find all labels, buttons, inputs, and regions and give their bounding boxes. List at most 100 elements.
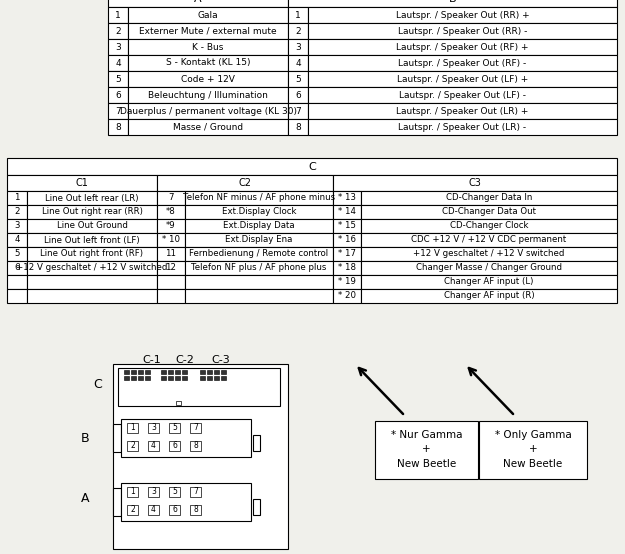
Bar	[185, 275, 333, 289]
Text: +12 V geschaltet / +12 V switched: +12 V geschaltet / +12 V switched	[16, 264, 168, 273]
Bar	[200, 370, 205, 374]
Bar	[169, 487, 180, 497]
Text: * 18: * 18	[338, 264, 356, 273]
Text: 5: 5	[14, 249, 20, 259]
Text: Fernbedienung / Remote control: Fernbedienung / Remote control	[189, 249, 329, 259]
Text: * 14: * 14	[338, 208, 356, 217]
Text: A: A	[194, 0, 202, 3]
Text: Lautspr. / Speaker Out (RF) +: Lautspr. / Speaker Out (RF) +	[396, 43, 529, 52]
Text: S - Kontakt (KL 15): S - Kontakt (KL 15)	[166, 59, 250, 68]
Bar	[161, 370, 166, 374]
Bar	[182, 370, 187, 374]
Bar	[108, 71, 128, 87]
Text: * 16: * 16	[338, 235, 356, 244]
Bar	[127, 505, 138, 515]
Bar	[361, 275, 617, 289]
Bar	[175, 370, 180, 374]
Bar	[7, 275, 27, 289]
Text: Lautspr. / Speaker Out (LR) +: Lautspr. / Speaker Out (LR) +	[396, 106, 529, 115]
Bar	[185, 247, 333, 261]
Text: * 10: * 10	[162, 235, 180, 244]
Text: Line Out left front (LF): Line Out left front (LF)	[44, 235, 140, 244]
Bar	[128, 55, 288, 71]
Text: Lautspr. / Speaker Out (LF) -: Lautspr. / Speaker Out (LF) -	[399, 90, 526, 100]
Bar	[157, 191, 185, 205]
Text: Line Out right rear (RR): Line Out right rear (RR)	[41, 208, 142, 217]
Bar	[128, 39, 288, 55]
Bar	[214, 370, 219, 374]
Bar	[169, 441, 180, 451]
Text: 8: 8	[193, 442, 198, 450]
Bar	[185, 205, 333, 219]
Text: Lautspr. / Speaker Out (RF) -: Lautspr. / Speaker Out (RF) -	[398, 59, 527, 68]
Bar	[157, 219, 185, 233]
Text: * 13: * 13	[338, 193, 356, 203]
Bar	[148, 441, 159, 451]
Bar	[108, 0, 288, 7]
Bar	[108, 39, 128, 55]
Bar	[479, 421, 587, 479]
Text: 2: 2	[14, 208, 20, 217]
Text: 5: 5	[115, 74, 121, 84]
Text: C-2: C-2	[176, 355, 194, 365]
Text: 5: 5	[172, 423, 177, 433]
Text: C3: C3	[469, 178, 481, 188]
Text: C-1: C-1	[142, 355, 161, 365]
Bar	[148, 423, 159, 433]
Bar	[169, 423, 180, 433]
Text: C-3: C-3	[212, 355, 231, 365]
Text: C: C	[94, 377, 102, 391]
Text: Line Out Ground: Line Out Ground	[57, 222, 128, 230]
Text: New Beetle: New Beetle	[397, 459, 456, 469]
Bar	[128, 119, 288, 135]
Bar	[175, 376, 180, 380]
Bar	[308, 55, 617, 71]
Bar	[138, 376, 143, 380]
Bar	[7, 261, 27, 275]
Bar	[7, 175, 157, 191]
Bar	[7, 233, 27, 247]
Text: * 17: * 17	[338, 249, 356, 259]
Text: 4: 4	[151, 505, 156, 515]
Text: * Only Gamma: * Only Gamma	[494, 430, 571, 440]
Text: 1: 1	[295, 11, 301, 19]
Text: CD-Changer Data In: CD-Changer Data In	[446, 193, 532, 203]
Text: Masse / Ground: Masse / Ground	[173, 122, 243, 131]
Bar	[333, 247, 361, 261]
Text: 3: 3	[14, 222, 20, 230]
Text: 6: 6	[115, 90, 121, 100]
Bar	[375, 421, 478, 479]
Bar	[185, 289, 333, 303]
Bar	[308, 119, 617, 135]
Bar	[121, 483, 251, 521]
Bar	[185, 219, 333, 233]
Bar	[308, 7, 617, 23]
Bar	[113, 424, 121, 452]
Text: *9: *9	[166, 222, 176, 230]
Bar	[7, 158, 617, 175]
Bar	[27, 289, 157, 303]
Bar	[288, 0, 617, 7]
Text: *8: *8	[166, 208, 176, 217]
Bar	[128, 7, 288, 23]
Bar	[7, 219, 27, 233]
Bar	[124, 370, 129, 374]
Text: +12 V geschaltet / +12 V switched: +12 V geschaltet / +12 V switched	[413, 249, 565, 259]
Bar	[7, 247, 27, 261]
Text: 8: 8	[115, 122, 121, 131]
Bar	[182, 376, 187, 380]
Bar	[7, 205, 27, 219]
Bar	[27, 261, 157, 275]
Text: Gala: Gala	[198, 11, 218, 19]
Text: 4: 4	[14, 235, 20, 244]
Bar	[169, 505, 180, 515]
Bar	[308, 87, 617, 103]
Text: Ext.Display Ena: Ext.Display Ena	[226, 235, 292, 244]
Text: Ext.Display Data: Ext.Display Data	[223, 222, 295, 230]
Bar	[361, 219, 617, 233]
Text: +: +	[422, 444, 431, 454]
Bar	[131, 370, 136, 374]
Bar	[333, 261, 361, 275]
Bar	[108, 119, 128, 135]
Bar	[221, 370, 226, 374]
